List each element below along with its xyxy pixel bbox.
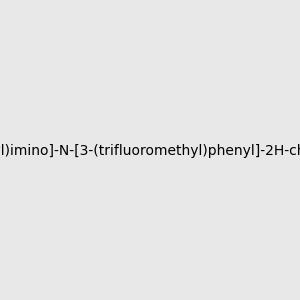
Text: 2-[(cyclopropylcarbonyl)imino]-N-[3-(trifluoromethyl)phenyl]-2H-chromene-3-carbo: 2-[(cyclopropylcarbonyl)imino]-N-[3-(tri… (0, 145, 300, 158)
